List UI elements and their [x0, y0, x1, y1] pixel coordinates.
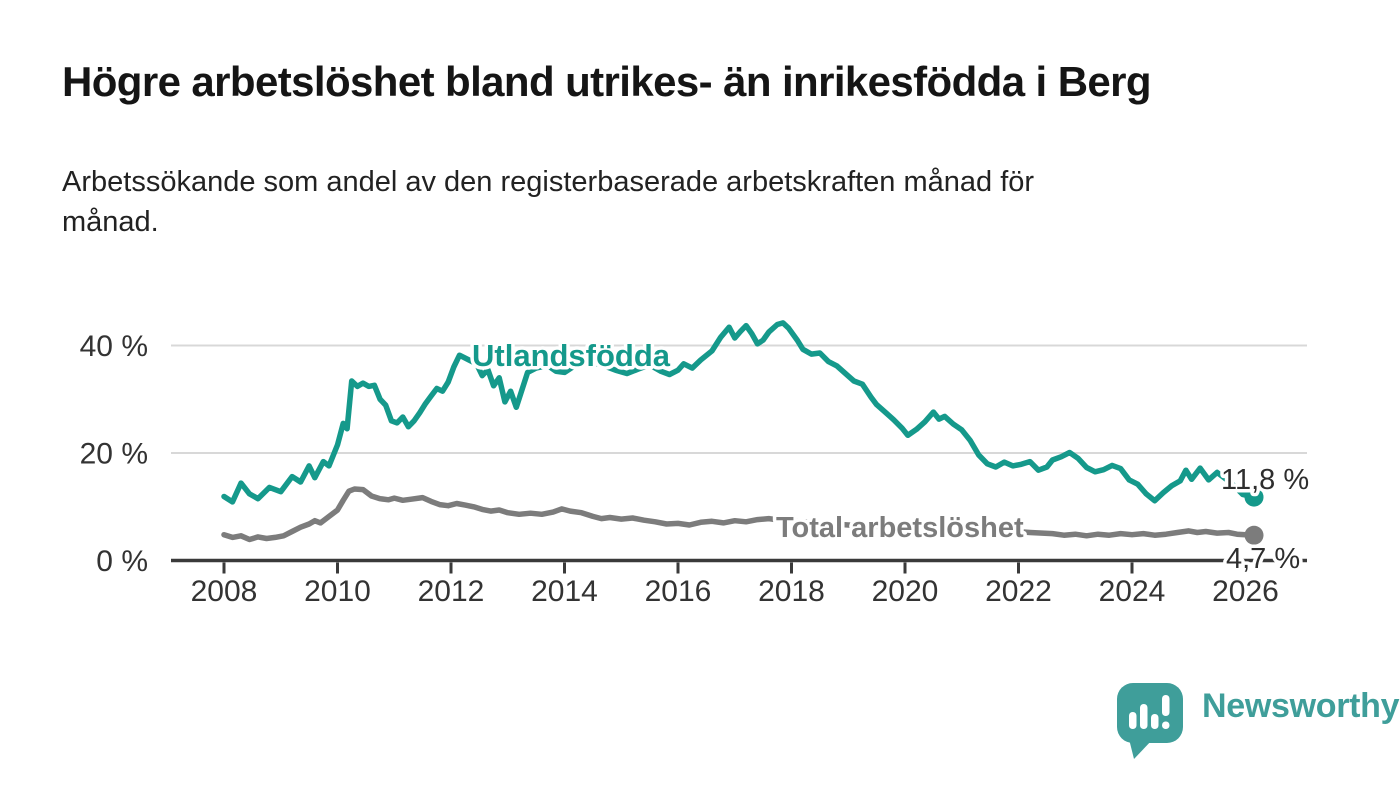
series-end-dot [1244, 525, 1264, 545]
x-axis-tick-label: 2020 [872, 575, 939, 608]
x-axis-tick-label: 2012 [418, 575, 485, 608]
series-line-total [221, 486, 1257, 543]
series-end-dot [1244, 487, 1264, 507]
x-axis-tick-label: 2008 [191, 575, 258, 608]
x-axis-tick-label: 2018 [758, 575, 825, 608]
x-axis-tick-label: 2022 [985, 575, 1052, 608]
page-title: Högre arbetslöshet bland utrikes- än inr… [62, 58, 1152, 105]
y-axis-tick-label: 40 % [80, 330, 148, 363]
logo-bar-3 [1151, 714, 1159, 729]
brand-name: Newsworthy [1202, 687, 1400, 725]
series-line-utlandsfodda [221, 320, 1257, 505]
logo-bar-1 [1129, 712, 1137, 729]
series-end-value-label: 11,8 % [1221, 464, 1309, 496]
brand-footer: Newsworthy [1115, 681, 1400, 761]
logo-exclamation-bar [1162, 695, 1170, 716]
x-axis-tick-label: 2010 [304, 575, 371, 608]
logo-exclamation-dot [1162, 721, 1170, 729]
newsworthy-logo-icon [1117, 683, 1183, 759]
series-inline-label: Utlandsfödda [472, 338, 671, 373]
series-inline-label: Total arbetslöshet [776, 512, 1024, 544]
x-axis-tick-label: 2026 [1212, 575, 1279, 608]
series-end-value-label: 4,7 % [1226, 543, 1300, 575]
y-axis-tick-label: 20 % [80, 438, 148, 471]
x-axis-tick-label: 2016 [645, 575, 712, 608]
page-subtitle: Arbetssökande som andel av den registerb… [62, 166, 1035, 239]
logo-bar-2 [1140, 704, 1148, 729]
x-axis-tick-label: 2024 [1099, 575, 1166, 608]
y-axis-tick-label: 0 % [96, 545, 148, 578]
x-axis-tick-label: 2014 [531, 575, 598, 608]
